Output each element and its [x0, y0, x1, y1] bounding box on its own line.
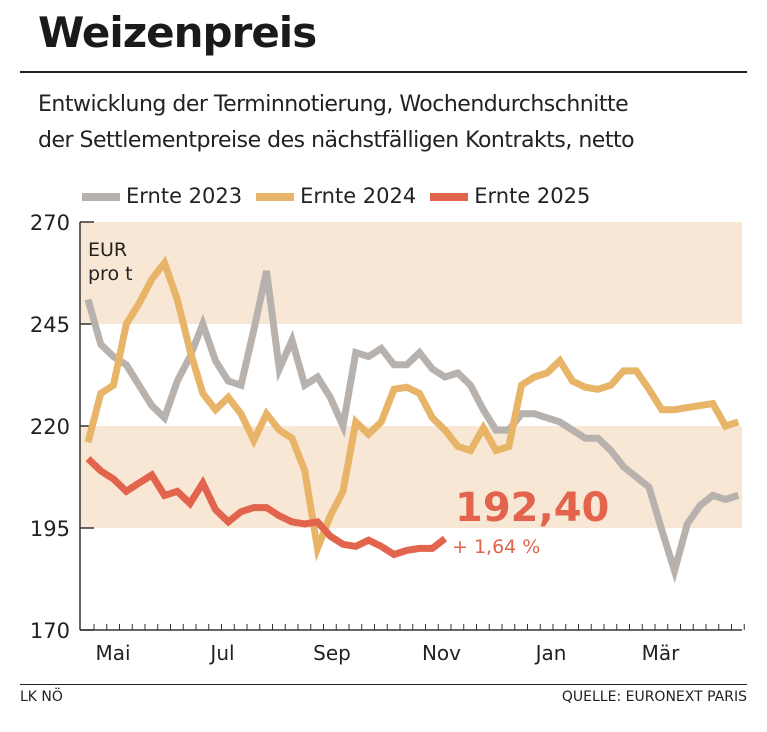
footer-divider — [20, 684, 747, 685]
x-tick-label: Sep — [313, 641, 351, 665]
series-line-ernte-2023 — [84, 270, 740, 584]
x-tick-label: Mär — [642, 641, 681, 665]
x-tick-label: Jan — [534, 641, 567, 665]
footer-source: QUELLE: EURONEXT PARIS — [561, 689, 747, 705]
current-value-label: 192,40 — [455, 485, 609, 531]
band — [80, 222, 742, 324]
x-tick-label: Jul — [208, 641, 234, 665]
legend-item-2023: Ernte 2023 — [82, 184, 242, 208]
y-tick-label: 170 — [30, 619, 70, 643]
band — [80, 426, 742, 528]
legend-item-2024: Ernte 2024 — [256, 184, 416, 208]
x-tick-label: Nov — [422, 641, 461, 665]
legend-item-2025: Ernte 2025 — [430, 184, 590, 208]
y-tick-label: 270 — [30, 211, 70, 235]
legend-swatch — [430, 193, 469, 201]
series-line-ernte-2025 — [85, 456, 448, 559]
legend-label: Ernte 2023 — [126, 184, 243, 208]
change-label: + 1,64 % — [452, 536, 540, 558]
legend-label: Ernte 2024 — [300, 184, 417, 208]
subtitle-line-2: der Settlementpreise des nächstfälligen … — [38, 128, 635, 153]
legend-swatch — [256, 193, 295, 201]
unit-label: EUR — [88, 239, 127, 261]
title-divider — [20, 71, 747, 73]
x-tick-label: Mai — [95, 641, 130, 665]
legend-swatch — [82, 193, 120, 201]
subtitle-line-1: Entwicklung der Terminnotierung, Wochend… — [38, 92, 629, 117]
series-line-ernte-2024 — [84, 255, 740, 562]
footer-left: LK NÖ — [20, 689, 63, 705]
legend: Ernte 2023 Ernte 2024 Ernte 2025 — [82, 184, 590, 208]
y-tick-label: 195 — [30, 517, 70, 541]
unit-label: pro t — [88, 263, 133, 285]
y-tick-label: 220 — [30, 415, 70, 439]
legend-label: Ernte 2025 — [474, 184, 591, 208]
chart-title: Weizenpreis — [38, 8, 317, 57]
y-tick-label: 245 — [30, 313, 70, 337]
